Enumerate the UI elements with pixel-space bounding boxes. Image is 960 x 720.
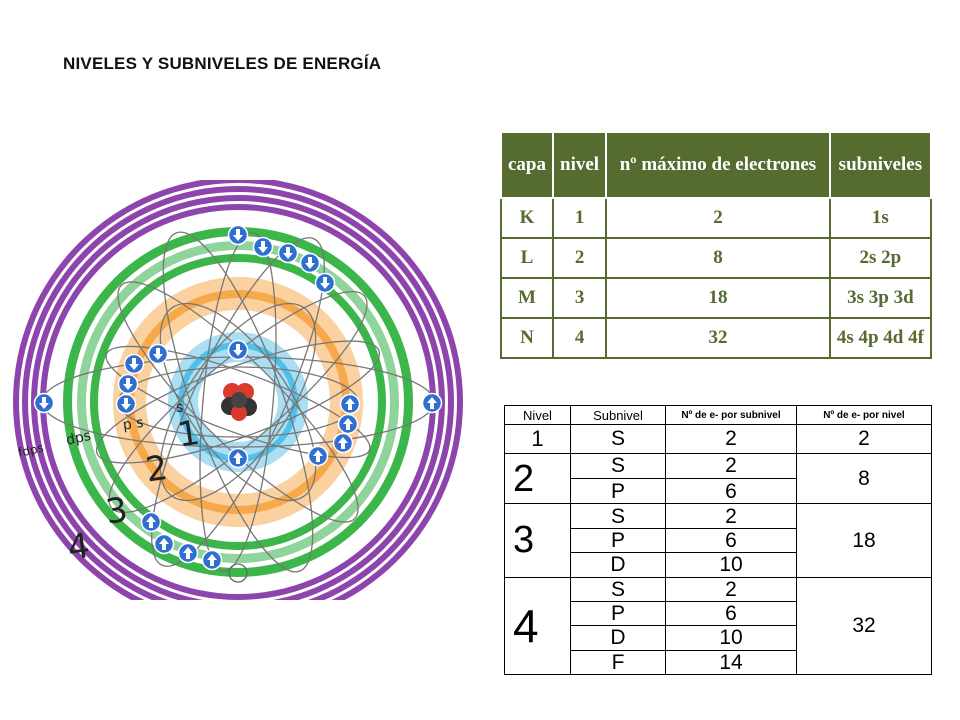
cell-electrons: 10 (665, 625, 797, 651)
cell-subnivel: P (570, 478, 666, 505)
electron-down-arrow-icon (299, 252, 321, 274)
cell-nivel: 3 (504, 503, 571, 578)
cell-subniveles: 3s 3p 3d (828, 277, 933, 319)
page-title: NIVELES Y SUBNIVELES DE ENERGÍA (63, 54, 382, 73)
electron-up-arrow-icon (332, 432, 354, 454)
cell-total: 8 (796, 452, 932, 505)
cell-subnivel: P (570, 600, 666, 627)
electron-down-arrow-icon (227, 224, 249, 246)
sublevels-table: Nivel Subnivel Nº de e- por subnivel Nº … (504, 404, 932, 676)
cell-nivel: 3 (551, 277, 608, 319)
electron-up-arrow-icon (339, 393, 361, 415)
table-row: L 2 8 2s 2p (500, 237, 933, 279)
cell-subnivel: S (570, 503, 666, 529)
cell-electrons: 6 (665, 478, 797, 505)
header-capa: capa (500, 131, 554, 199)
sublevel-label-1: s (176, 400, 183, 416)
electron-down-arrow-icon (227, 339, 249, 361)
table-row: 4 S 2 32 (504, 576, 932, 676)
cell-nivel: 1 (551, 197, 608, 239)
electron-up-arrow-icon (421, 392, 443, 414)
cell-subnivel: D (570, 552, 666, 578)
electron-down-arrow-icon (277, 242, 299, 264)
header-electrons-per-sublevel: Nº de e- por subnivel (665, 404, 797, 426)
sublevel-label-3: dps (65, 428, 93, 449)
electron-down-arrow-icon (117, 373, 139, 395)
empty-electron-slot (228, 563, 248, 583)
cell-subnivel: D (570, 625, 666, 651)
header-max-electrons: nº máximo de electrones (605, 131, 831, 199)
cell-electrons: 2 (665, 452, 797, 480)
cell-capa: K (500, 197, 554, 239)
cell-subnivel: F (570, 649, 666, 676)
table-row: D 10 (505, 552, 932, 578)
table-row: P 6 (505, 478, 932, 505)
electron-up-arrow-icon (307, 445, 329, 467)
cell-subnivel: S (570, 424, 666, 454)
table-row: M 3 18 3s 3p 3d (500, 277, 933, 319)
electron-up-arrow-icon (153, 533, 175, 555)
cell-nivel: 2 (504, 452, 571, 505)
cell-electrons: 10 (665, 552, 797, 578)
cell-subniveles: 1s (828, 197, 933, 239)
electrons (33, 224, 443, 571)
table-row: 3 S 2 18 (504, 503, 932, 578)
electron-down-arrow-icon (123, 353, 145, 375)
cell-electrons: 2 (665, 424, 797, 454)
cell-subnivel: S (570, 452, 666, 480)
sublevel-label-4: fdps (17, 441, 45, 460)
cell-total: 2 (796, 424, 932, 454)
cell-subnivel: S (570, 576, 666, 602)
cell-capa: L (500, 237, 554, 279)
table-row: K 1 2 1s (500, 197, 933, 239)
cell-electrons: 14 (665, 649, 797, 676)
table-row: F 14 (505, 649, 932, 676)
header-subniveles: subniveles (828, 131, 933, 199)
electron-up-arrow-icon (177, 542, 199, 564)
electron-down-arrow-icon (33, 392, 55, 414)
cell-nivel: 1 (504, 424, 571, 454)
cell-capa: N (500, 317, 554, 359)
nucleus (221, 383, 257, 421)
header-nivel: Nivel (504, 404, 571, 426)
cell-total: 32 (796, 576, 932, 676)
cell-max: 2 (605, 197, 831, 239)
cell-electrons: 2 (665, 576, 797, 602)
sublevel-label-2: p s (122, 415, 145, 434)
table-row: 1 S 2 2 (504, 424, 932, 454)
cell-max: 18 (605, 277, 831, 319)
table-row: P 6 (505, 600, 932, 627)
electron-down-arrow-icon (252, 236, 274, 258)
table-row: P 6 (505, 527, 932, 554)
electron-down-arrow-icon (147, 343, 169, 365)
cell-capa: M (500, 277, 554, 319)
cell-nivel: 2 (551, 237, 608, 279)
cell-max: 32 (605, 317, 831, 359)
cell-max: 8 (605, 237, 831, 279)
electron-down-arrow-icon (314, 272, 336, 294)
cell-electrons: 6 (665, 527, 797, 554)
cell-subniveles: 4s 4p 4d 4f (828, 317, 933, 359)
cell-subnivel: P (570, 527, 666, 554)
cell-nivel: 4 (551, 317, 608, 359)
cell-total: 18 (796, 503, 932, 578)
cell-subniveles: 2s 2p (828, 237, 933, 279)
header-nivel: nivel (551, 131, 608, 199)
energy-levels-table: capa nivel nº máximo de electrones subni… (500, 131, 933, 359)
electron-up-arrow-icon (227, 447, 249, 469)
electron-up-arrow-icon (201, 549, 223, 571)
orbit-paths (41, 231, 435, 573)
electron-up-arrow-icon (140, 511, 162, 533)
cell-nivel: 4 (504, 576, 571, 676)
table-row: D 10 (505, 625, 932, 651)
table-row: N 4 32 4s 4p 4d 4f (500, 317, 933, 359)
cell-electrons: 6 (665, 600, 797, 627)
header-electrons-per-level: Nº de e- por nivel (796, 404, 932, 426)
atom-energy-levels-diagram: 1 2 3 4 s p s dps fdps (13, 180, 463, 600)
electron-up-arrow-icon (337, 413, 359, 435)
electron-down-arrow-icon (115, 393, 137, 415)
table-row: 2 S 2 8 (504, 452, 932, 505)
header-subnivel: Subnivel (570, 404, 666, 426)
cell-electrons: 2 (665, 503, 797, 529)
